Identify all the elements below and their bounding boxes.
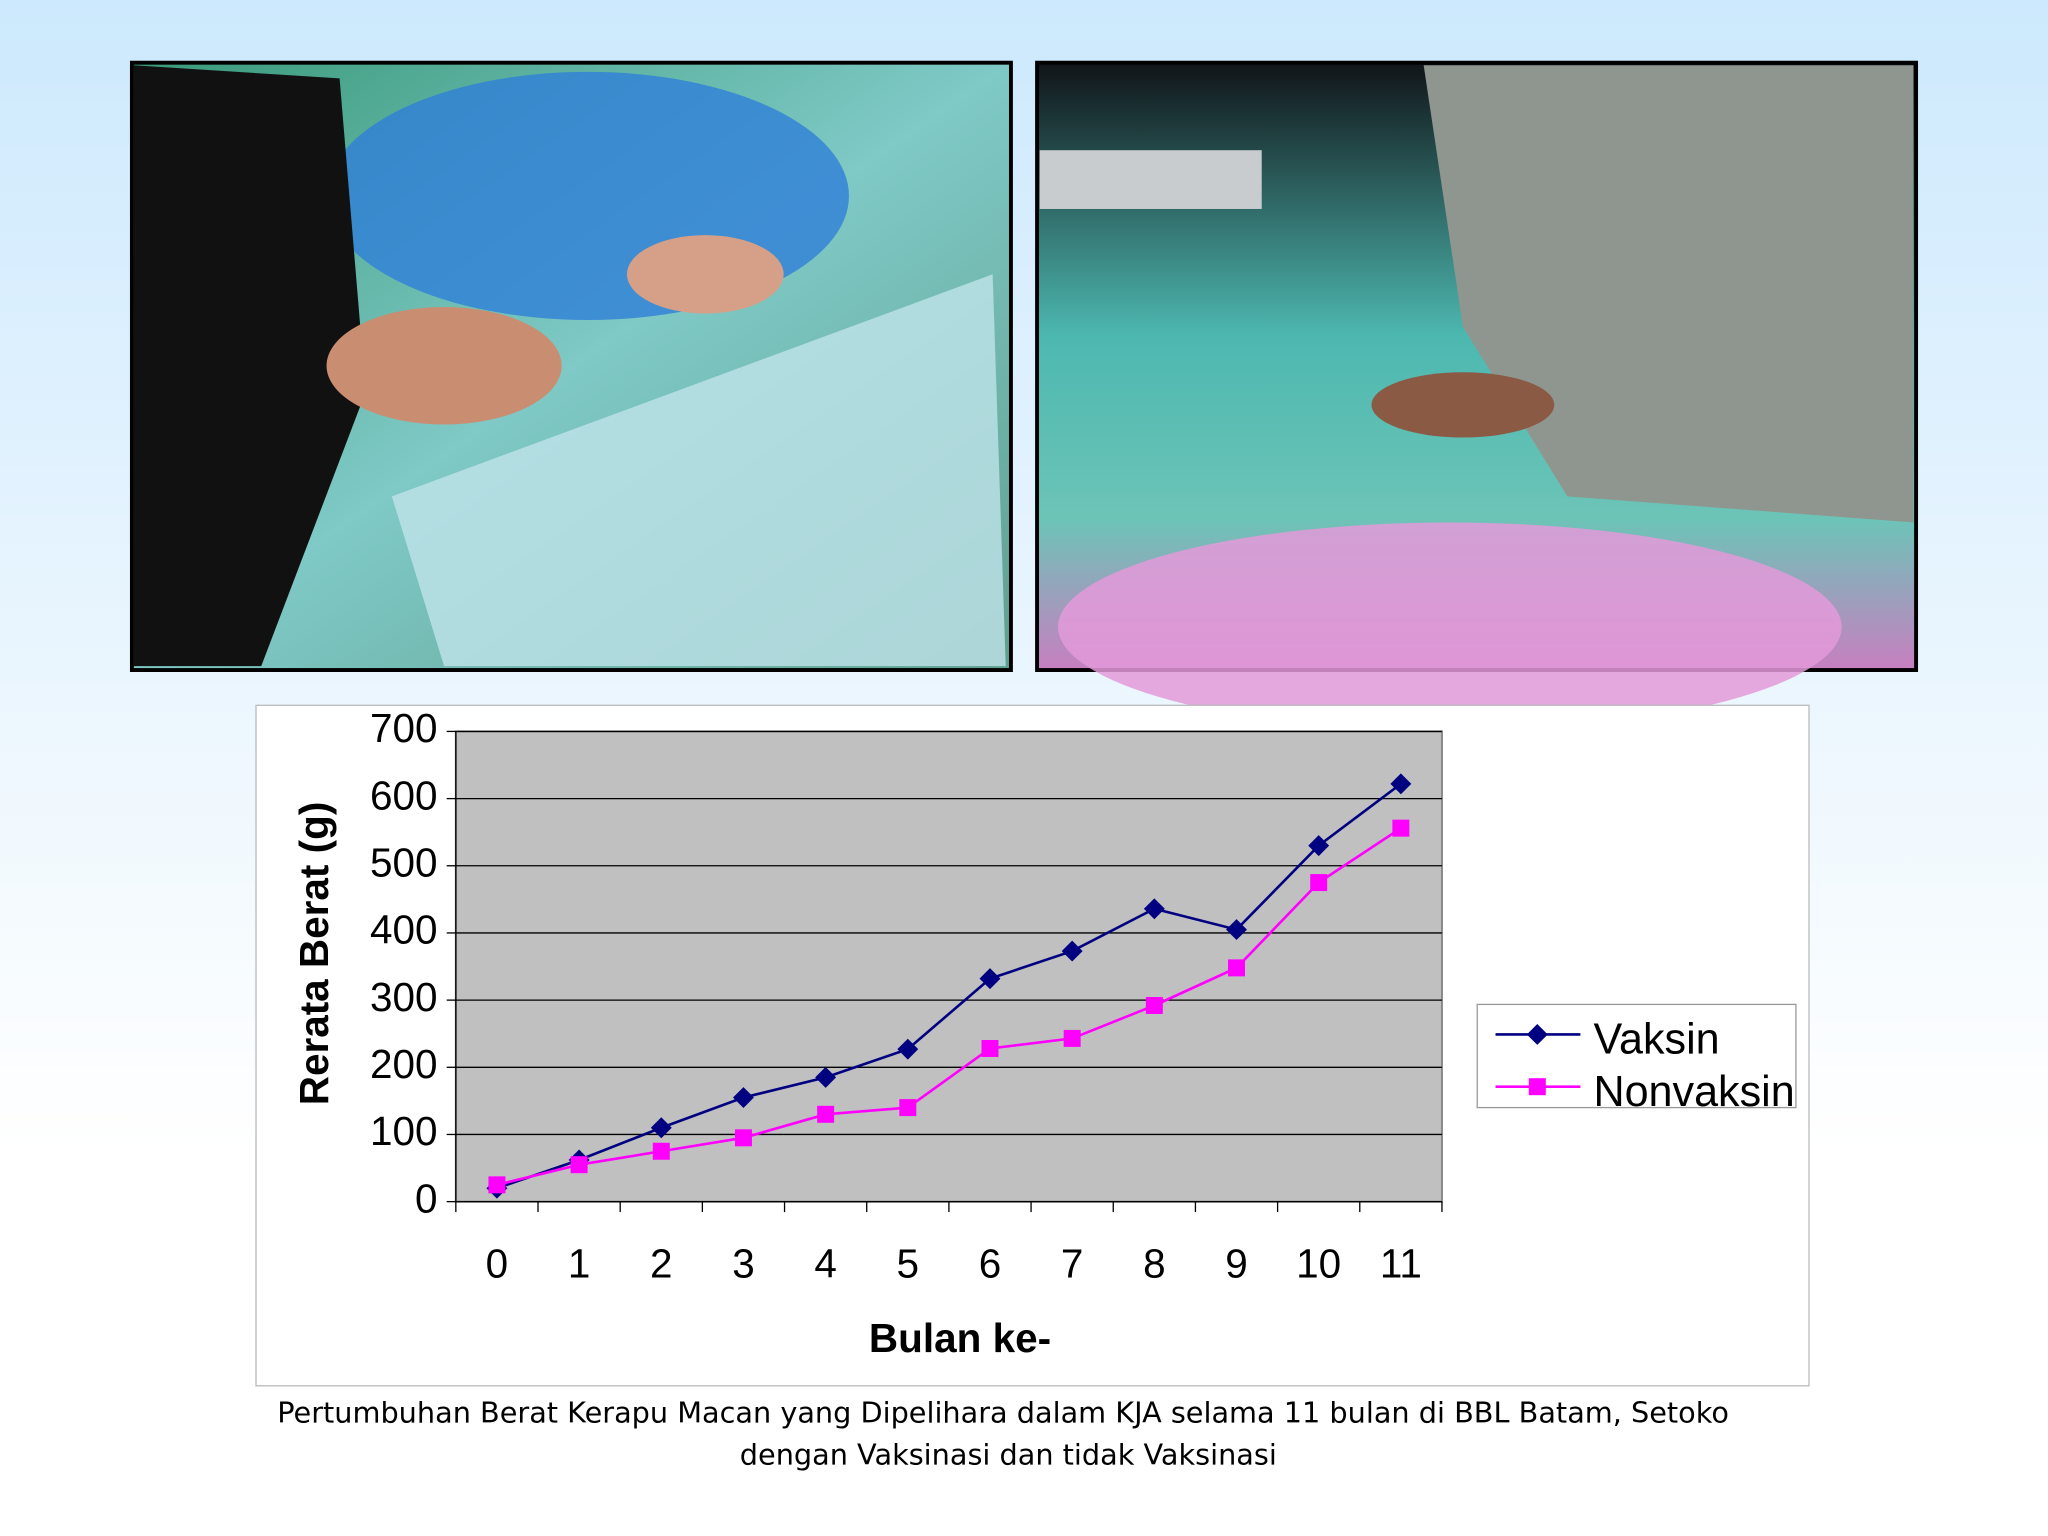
marker (1228, 959, 1246, 977)
marker (815, 1066, 837, 1088)
marker (734, 1129, 752, 1147)
y-axis-title: Rerata Berat (g) (291, 802, 337, 1106)
y-tick-label: 600 (370, 772, 438, 818)
x-tick-label: 7 (1061, 1241, 1084, 1287)
y-tick-label: 500 (370, 839, 438, 885)
x-tick-label: 0 (486, 1241, 509, 1287)
legend-label: Vaksin (1593, 1016, 1719, 1064)
marker (1526, 1024, 1548, 1045)
marker (1528, 1078, 1546, 1096)
marker (899, 1099, 917, 1117)
marker (1310, 874, 1328, 892)
y-tick-label: 400 (370, 907, 438, 953)
photo (129, 60, 1013, 672)
marker (733, 1087, 754, 1108)
photo (1035, 60, 1919, 732)
y-tick-label: 200 (370, 1041, 438, 1087)
x-tick-label: 3 (732, 1241, 755, 1287)
plot-area (454, 730, 1443, 1203)
series-line (496, 827, 1402, 1187)
x-tick-label: 11 (1380, 1241, 1422, 1287)
marker (650, 1117, 672, 1139)
y-tick-label: 300 (370, 974, 438, 1020)
caption: Pertumbuhan Berat Kerapu Macan yang Dipe… (277, 1396, 1729, 1430)
marker (1392, 819, 1410, 837)
marker (1308, 835, 1330, 857)
marker (981, 1039, 999, 1057)
marker (979, 968, 1001, 990)
marker (897, 1038, 919, 1060)
marker (1145, 997, 1163, 1014)
x-tick-label: 1 (568, 1241, 591, 1287)
y-tick-label: 0 (415, 1175, 438, 1221)
marker (488, 1176, 506, 1194)
legend-label: Nonvaksin (1593, 1068, 1794, 1116)
marker (1226, 919, 1247, 941)
x-tick-label: 8 (1143, 1241, 1166, 1287)
series-line (496, 782, 1402, 1190)
marker (1390, 773, 1412, 795)
x-tick-label: 6 (979, 1241, 1002, 1287)
x-tick-label: 2 (650, 1241, 673, 1287)
y-tick-label: 700 (370, 705, 438, 751)
marker (652, 1142, 670, 1160)
marker (817, 1105, 835, 1123)
marker (570, 1156, 588, 1174)
x-tick-label: 9 (1225, 1241, 1248, 1287)
caption: dengan Vaksinasi dan tidak Vaksinasi (740, 1437, 1277, 1471)
marker (1143, 898, 1165, 920)
x-tick-label: 10 (1296, 1241, 1341, 1287)
x-axis-title: Bulan ke- (869, 1315, 1051, 1361)
x-tick-label: 4 (814, 1241, 837, 1287)
x-tick-label: 5 (897, 1241, 920, 1287)
y-tick-label: 100 (370, 1108, 438, 1154)
marker (1063, 1029, 1081, 1047)
